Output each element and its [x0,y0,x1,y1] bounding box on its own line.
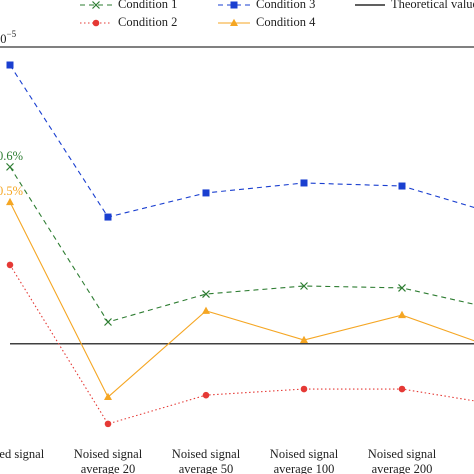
legend-label: Condition 3 [256,0,315,11]
x-tick-label-line: Noised signal [74,447,143,461]
data-point [202,306,210,314]
data-point [104,420,112,428]
data-point [300,385,308,393]
offset-base: 10 [0,32,7,46]
data-point [398,182,406,190]
offset-exponent: −5 [7,29,17,39]
data-point [6,197,14,206]
annotation: 0.6% [0,149,23,163]
series-line [9,201,474,398]
data-point [300,282,308,290]
x-tick-label-line: average 50 [179,462,233,474]
offset-text: 10−5 [0,29,17,46]
data-point [202,290,210,298]
data-point [6,61,14,69]
data-point [398,283,406,292]
legend-label: Condition 1 [118,0,177,11]
data-point [6,162,14,171]
data-point [398,310,406,319]
x-tick-label: Noised signal average 100 [270,447,339,474]
data-point [6,261,14,269]
data-point [300,179,308,187]
x-tick-label-line: Noised signal [172,447,241,461]
x-tick-label-line: Noised signal [0,447,45,461]
x-tick-label: Noised signal average 20 [74,447,143,474]
data-point [398,385,406,393]
annotation: 0.5% [0,184,23,198]
x-tick-label-line: average 200 [372,462,433,474]
legend-marker [92,1,100,9]
series-line [9,166,474,323]
x-tick-label-line: average 20 [81,462,135,474]
data-point [104,392,112,401]
data-point [300,335,308,343]
data-point [104,318,112,326]
data-point [202,391,210,399]
legend-label: Condition 2 [118,15,177,29]
x-tick-label-line: Noised signal [368,447,437,461]
x-tick-label: Noised signal average 200 [368,447,437,474]
x-tick-label-line: average 100 [274,462,335,474]
legend-marker [92,19,100,27]
legend-label: Theoretical value [391,0,474,11]
x-tick-label: Noised signal average 50 [172,447,241,474]
series-line [9,64,474,218]
x-tick-label: Noised signal [0,447,45,461]
data-point [104,213,112,221]
legend-label: Condition 4 [256,15,316,29]
x-tick-label-line: Noised signal [270,447,339,461]
legend-marker [230,1,238,9]
legend-marker [230,18,238,26]
data-point [202,189,210,197]
